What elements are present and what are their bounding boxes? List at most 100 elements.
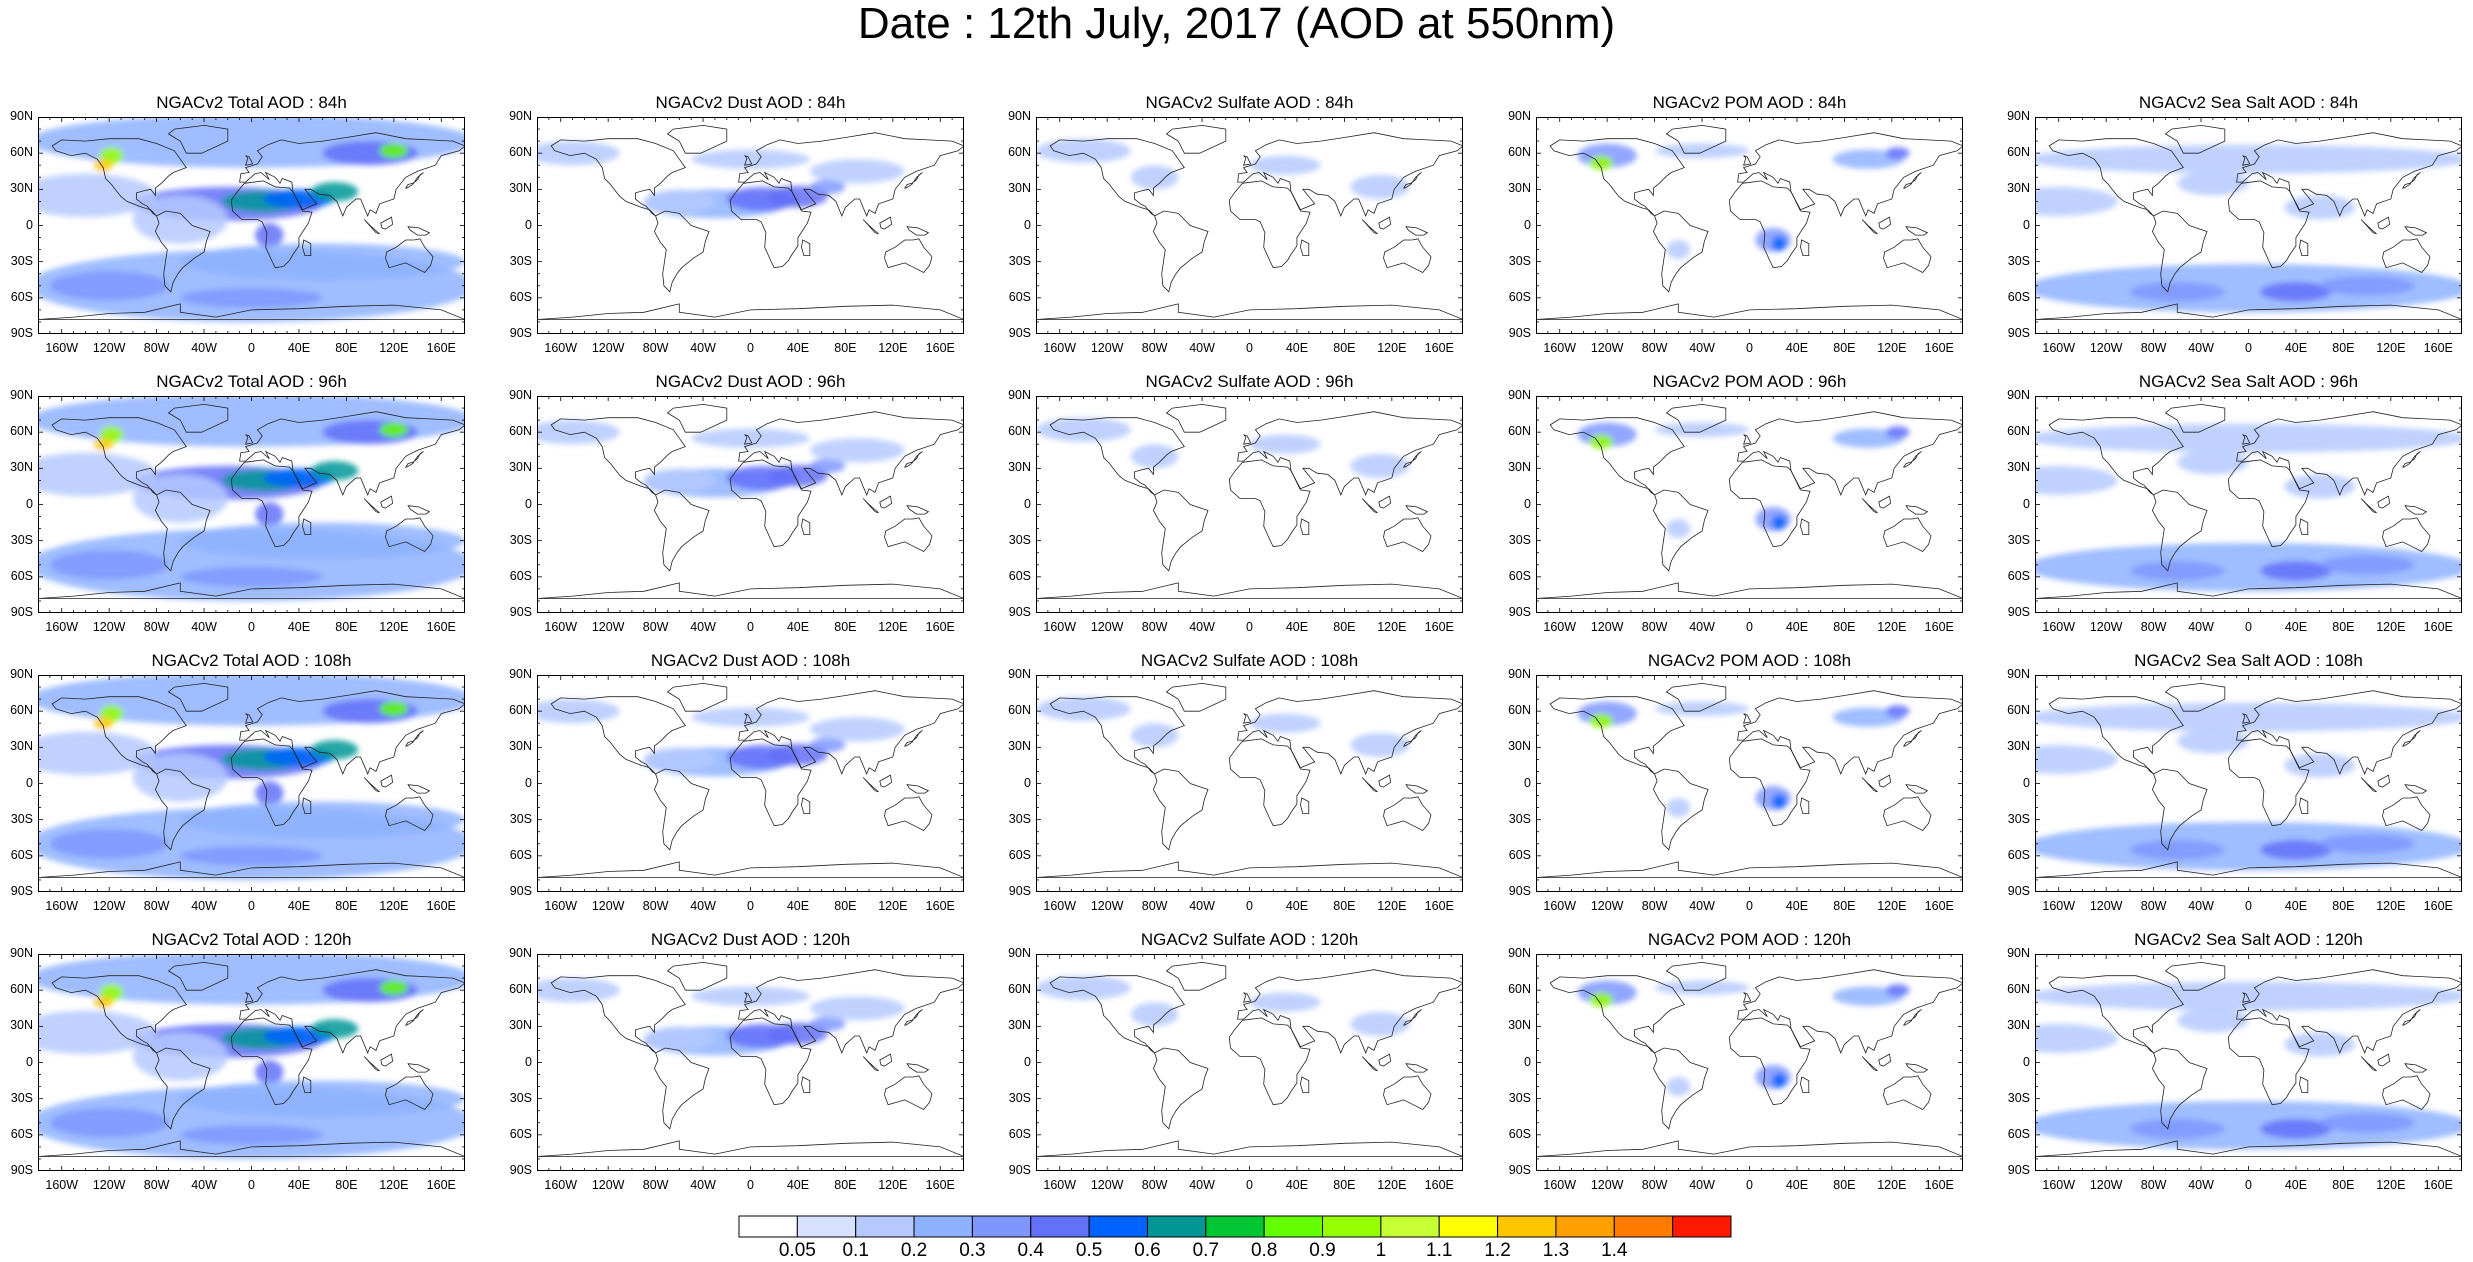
lon-tick-label: 40W: [1689, 620, 1715, 634]
coastline: [744, 155, 753, 166]
lat-tick-label: 30N: [2007, 181, 2030, 196]
colorbar-tick-label: 0.2: [900, 1240, 928, 1261]
lat-tick-label: 0: [1524, 217, 1531, 232]
lon-tick-label: 160E: [426, 620, 456, 634]
lat-tick-label: 90S: [1008, 1163, 1031, 1177]
lon-tick-label: 80E: [834, 1178, 857, 1192]
coastline: [1378, 774, 1392, 788]
lon-tick-label: 160W: [2042, 341, 2076, 355]
coastline: [1743, 992, 1752, 1003]
coastline: [550, 975, 686, 1054]
lon-tick-label: 40W: [2188, 341, 2214, 355]
aod-field: [1577, 980, 1910, 1097]
coastline: [1728, 180, 1811, 269]
lat-tick-label: 90N: [10, 946, 33, 960]
lon-tick-label: 120W: [1590, 620, 1624, 634]
lon-tick-label: 40W: [2188, 1178, 2214, 1192]
lon-tick-label: 120E: [379, 1178, 409, 1192]
lon-tick-label: 80E: [335, 341, 358, 355]
lat-tick-label: 0: [2023, 1054, 2030, 1069]
lon-tick-label: 160E: [1424, 1178, 1454, 1192]
lat-tick-label: 60N: [10, 982, 33, 997]
lon-tick-label: 40E: [287, 341, 311, 355]
coastline: [1737, 690, 1963, 775]
colorbar-swatch: [1438, 1215, 1499, 1238]
colorbar-swatch: [1088, 1215, 1148, 1238]
coastline: [1878, 495, 1892, 509]
coastline: [1237, 411, 1463, 496]
world-map: [1036, 954, 1463, 1171]
lon-tick-label: 80E: [1333, 899, 1356, 913]
coastline: [2164, 124, 2226, 154]
lat-tick-label: 30N: [1008, 739, 1031, 754]
coastline: [2377, 774, 2391, 788]
lon-tick-label: 80W: [143, 1178, 170, 1192]
lat-tick-label: 30S: [1508, 253, 1531, 268]
lat-tick-label: 90S: [1508, 1163, 1531, 1177]
coastline: [738, 132, 964, 217]
coastline: [2382, 796, 2431, 832]
lat-tick-label: 60N: [1008, 145, 1031, 160]
lon-tick-label: 0: [1246, 1178, 1253, 1192]
lat-tick-label: 60S: [509, 568, 532, 583]
lon-tick-label: 80W: [143, 620, 170, 634]
coastline: [1383, 517, 1432, 553]
coastline: [302, 1076, 312, 1094]
lat-tick-label: 30N: [1508, 460, 1531, 475]
coastline: [2360, 1056, 2377, 1072]
lon-tick-label: 160E: [925, 1178, 955, 1192]
lat-tick-label: 30N: [10, 739, 33, 754]
lon-tick-label: 0: [248, 899, 255, 913]
lon-tick-label: 80W: [1641, 341, 1668, 355]
coastline: [363, 219, 380, 235]
lat-tick-label: 60N: [2007, 145, 2030, 160]
coastline: [1402, 1009, 1422, 1026]
coastline: [385, 517, 434, 553]
coastline: [38, 861, 465, 878]
lon-tick-label: 80E: [2332, 341, 2355, 355]
coastline: [407, 1063, 431, 1073]
lon-tick-label: 40W: [191, 620, 217, 634]
coastline: [1861, 1056, 1878, 1072]
coastline: [1300, 1076, 1310, 1094]
coastline: [245, 155, 254, 166]
coastline: [51, 696, 187, 775]
coastline: [1652, 489, 1709, 572]
coastline: [407, 505, 431, 515]
lat-tick-label: 90N: [10, 667, 33, 681]
coastline: [1883, 796, 1932, 832]
lon-tick-label: 80E: [1333, 341, 1356, 355]
coastline: [51, 138, 187, 217]
lat-tick-label: 90S: [509, 1163, 532, 1177]
colorbar-swatch: [1672, 1215, 1732, 1238]
coastline: [1902, 1009, 1922, 1026]
lon-tick-label: 80E: [2332, 1178, 2355, 1192]
lon-tick-label: 160W: [1043, 1178, 1077, 1192]
lon-tick-label: 40W: [191, 899, 217, 913]
coastline: [1378, 495, 1392, 509]
coastline: [154, 489, 211, 572]
coastline: [239, 969, 465, 1054]
coastline: [302, 518, 312, 536]
lon-tick-label: 40E: [1785, 341, 1809, 355]
coastline: [1883, 238, 1932, 274]
lat-tick-label: 30S: [509, 532, 532, 547]
coastline: [302, 797, 312, 815]
coastline: [1383, 796, 1432, 832]
lon-tick-label: 120E: [878, 899, 908, 913]
lat-tick-label: 60N: [1008, 424, 1031, 439]
coastline: [862, 777, 879, 793]
lat-tick-label: 0: [525, 496, 532, 511]
lon-tick-label: 40W: [690, 899, 716, 913]
lat-tick-label: 90N: [1508, 946, 1531, 960]
coastline: [906, 784, 930, 794]
coastline: [1883, 517, 1932, 553]
lon-tick-label: 120E: [379, 341, 409, 355]
lon-tick-label: 0: [1746, 1178, 1753, 1192]
coastline: [2227, 738, 2310, 827]
lon-tick-label: 120E: [2376, 1178, 2406, 1192]
lat-tick-label: 30S: [10, 811, 33, 826]
lon-tick-label: 80W: [642, 899, 669, 913]
lat-tick-label: 90N: [10, 388, 33, 402]
coastline: [2377, 495, 2391, 509]
